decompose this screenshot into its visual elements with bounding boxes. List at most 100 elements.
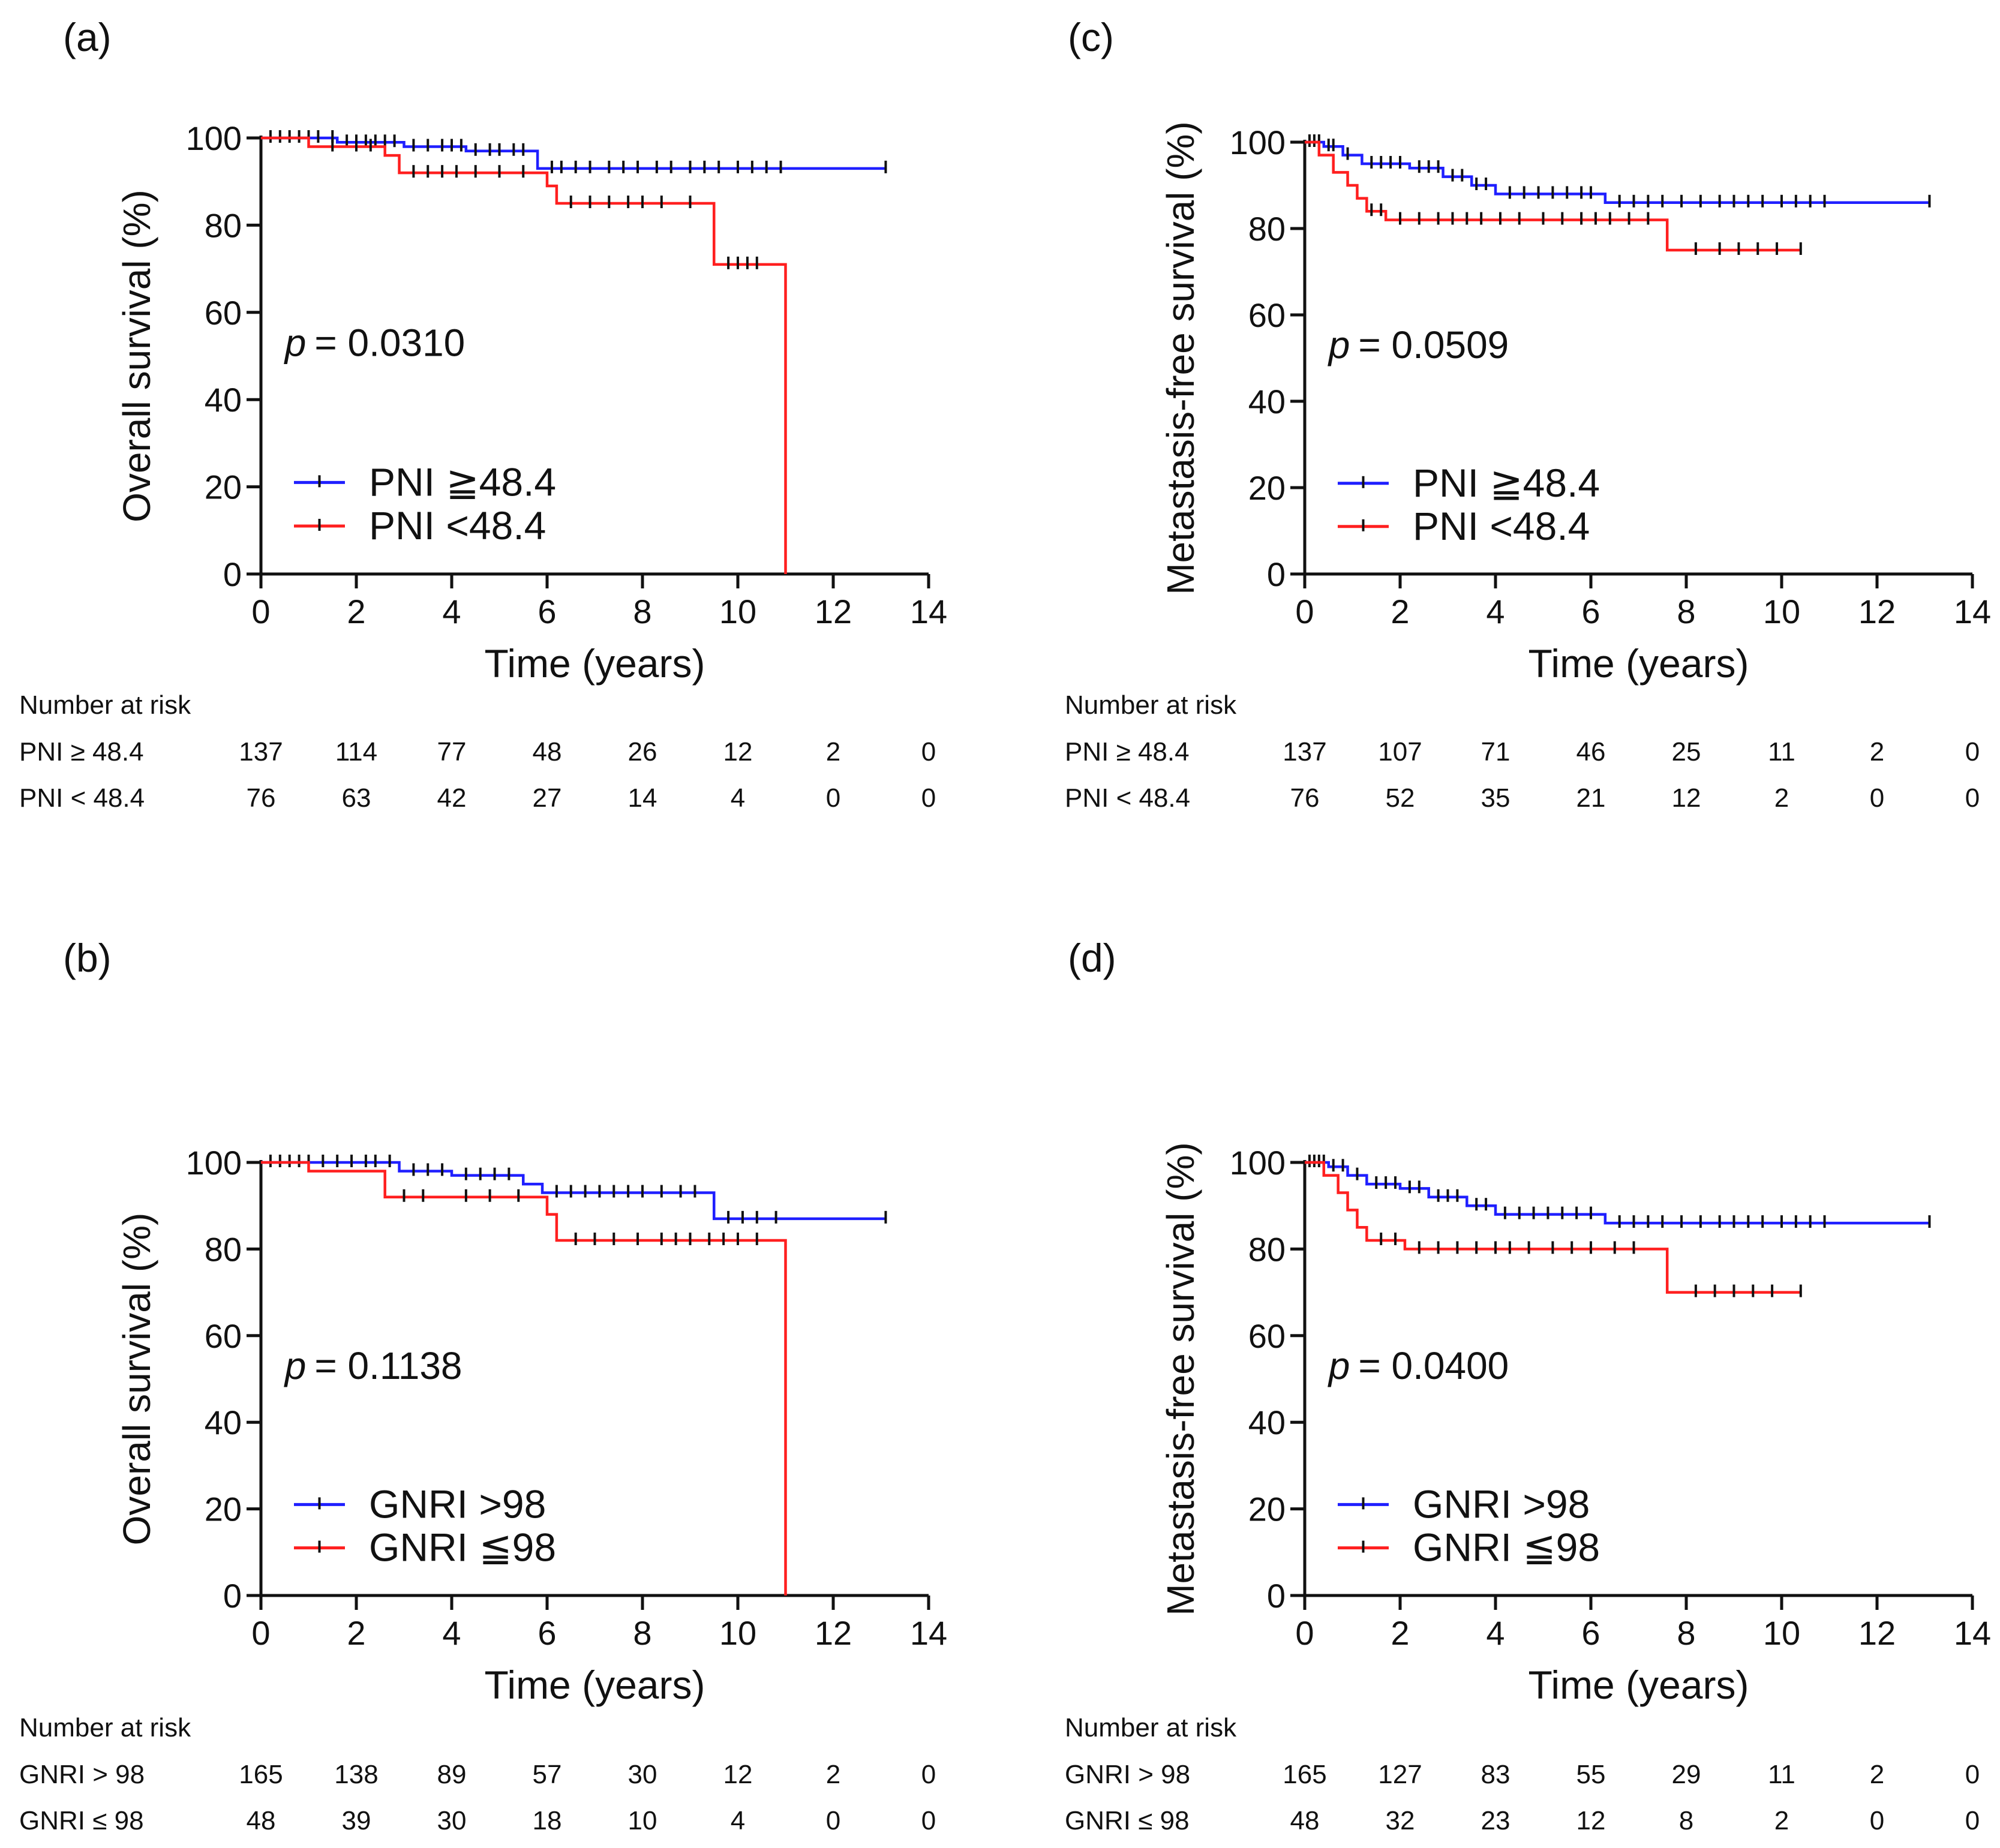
risk-count: 2 (826, 1760, 840, 1789)
p-symbol: p (284, 1344, 307, 1387)
panel-label: (b) (63, 936, 112, 980)
risk-count: 23 (1481, 1806, 1510, 1835)
y-axis-title: Metastasis-free survival (%) (1159, 121, 1202, 595)
risk-count: 63 (342, 783, 371, 813)
risk-count: 10 (628, 1806, 657, 1835)
y-tick-label: 0 (223, 555, 242, 593)
y-tick-label: 100 (1230, 124, 1286, 161)
x-tick-label: 10 (719, 1614, 756, 1652)
risk-count: 12 (1576, 1806, 1606, 1835)
risk-row-label: PNI < 48.4 (1065, 783, 1190, 813)
x-tick-label: 14 (910, 1614, 947, 1652)
x-tick-label: 14 (1954, 593, 1991, 630)
risk-count: 21 (1576, 783, 1606, 813)
x-tick-label: 2 (1391, 593, 1409, 630)
x-tick-label: 12 (815, 1614, 852, 1652)
y-tick-label: 80 (205, 206, 242, 244)
y-tick-label: 20 (205, 468, 242, 506)
risk-count: 11 (1768, 737, 1795, 767)
risk-count: 0 (826, 1806, 840, 1835)
legend-label: GNRI ≦98 (369, 1525, 556, 1570)
risk-count: 0 (921, 1760, 936, 1789)
y-tick-label: 100 (186, 119, 242, 157)
risk-table-title: Number at risk (19, 690, 191, 720)
legend-label: GNRI >98 (369, 1482, 546, 1526)
risk-count: 165 (1283, 1760, 1326, 1789)
x-tick-label: 0 (1295, 1614, 1314, 1652)
p-value: = 0.0400 (1358, 1344, 1509, 1387)
x-axis-title: Time (years) (485, 1663, 705, 1707)
series-line-low (261, 1161, 787, 1595)
x-tick-label: 6 (537, 1614, 556, 1652)
x-tick-label: 4 (1486, 593, 1504, 630)
risk-row-label: PNI < 48.4 (19, 783, 145, 813)
x-tick-label: 8 (1677, 593, 1695, 630)
risk-count: 30 (437, 1806, 467, 1835)
y-tick-label: 80 (1248, 1230, 1286, 1268)
x-tick-label: 4 (442, 593, 461, 630)
y-tick-label: 80 (1248, 210, 1286, 248)
x-tick-label: 0 (251, 593, 270, 630)
y-tick-label: 20 (1248, 469, 1286, 507)
risk-count: 32 (1386, 1806, 1415, 1835)
p-symbol: p (1328, 1344, 1350, 1387)
risk-count: 57 (533, 1760, 562, 1789)
risk-count: 2 (1870, 1760, 1884, 1789)
risk-count: 14 (628, 783, 657, 813)
legend-label: PNI <48.4 (1413, 504, 1590, 548)
risk-count: 52 (1386, 783, 1415, 813)
risk-count: 2 (1774, 783, 1789, 813)
risk-count: 137 (239, 737, 283, 767)
p-symbol: p (1328, 323, 1350, 366)
p-value-annotation: p = 0.0400 (1328, 1344, 1509, 1387)
legend-label: PNI <48.4 (369, 503, 546, 548)
y-tick-label: 100 (186, 1144, 242, 1182)
risk-count: 12 (1672, 783, 1701, 813)
risk-count: 0 (921, 737, 936, 767)
risk-count: 4 (731, 1806, 745, 1835)
risk-count: 0 (1965, 783, 1980, 813)
risk-count: 46 (1576, 737, 1606, 767)
risk-count: 39 (342, 1806, 371, 1835)
risk-count: 42 (437, 783, 467, 813)
risk-count: 8 (1679, 1806, 1693, 1835)
x-tick-label: 0 (251, 1614, 270, 1652)
risk-count: 12 (723, 737, 753, 767)
risk-count: 55 (1576, 1760, 1606, 1789)
risk-count: 71 (1481, 737, 1510, 767)
legend-label: GNRI >98 (1413, 1482, 1590, 1526)
y-tick-label: 20 (205, 1491, 242, 1528)
risk-row-label: GNRI > 98 (19, 1760, 145, 1789)
risk-count: 2 (826, 737, 840, 767)
risk-count: 0 (921, 783, 936, 813)
risk-table-title: Number at risk (19, 1713, 191, 1742)
risk-count: 48 (533, 737, 562, 767)
risk-count: 0 (1965, 737, 1980, 767)
x-tick-label: 12 (815, 593, 852, 630)
risk-count: 18 (533, 1806, 562, 1835)
x-tick-label: 8 (633, 593, 651, 630)
risk-count: 12 (723, 1760, 753, 1789)
risk-count: 89 (437, 1760, 467, 1789)
risk-row-label: PNI ≥ 48.4 (1065, 737, 1190, 767)
risk-count: 138 (334, 1760, 378, 1789)
y-axis-title: Overall survival (%) (115, 190, 158, 522)
p-symbol: p (284, 321, 307, 365)
risk-count: 26 (628, 737, 657, 767)
risk-count: 48 (1290, 1806, 1320, 1835)
risk-count: 137 (1283, 737, 1326, 767)
y-tick-label: 60 (1248, 1317, 1286, 1355)
y-tick-label: 20 (1248, 1491, 1286, 1528)
risk-count: 48 (247, 1806, 276, 1835)
series-line-low (1305, 1161, 1801, 1294)
legend-label: PNI ≧48.4 (1413, 461, 1600, 505)
x-axis-title: Time (years) (1528, 641, 1749, 686)
risk-count: 2 (1774, 1806, 1789, 1835)
x-tick-label: 6 (1581, 1614, 1600, 1652)
y-axis-title: Metastasis-free survival (%) (1159, 1142, 1202, 1616)
panel-label: (a) (63, 15, 112, 59)
x-tick-label: 10 (1763, 1614, 1800, 1652)
